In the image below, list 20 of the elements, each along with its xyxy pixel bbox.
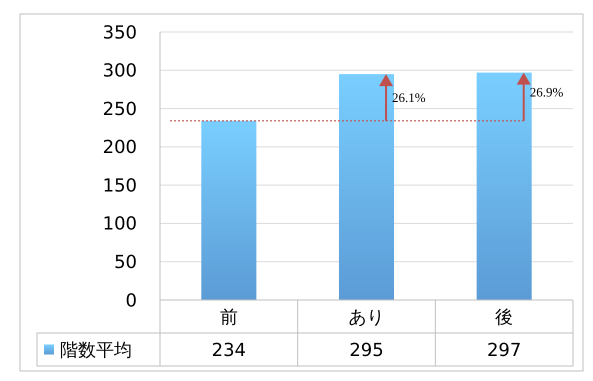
legend-label: 階数平均 (60, 340, 132, 361)
data-label: 234 (212, 340, 246, 361)
y-tick-label: 350 (102, 22, 137, 44)
data-label: 297 (486, 340, 522, 361)
y-tick-label: 250 (102, 98, 137, 120)
y-tick-label: 150 (102, 175, 137, 196)
y-tick-label: 50 (114, 252, 137, 274)
x-tick-label: 後 (495, 306, 514, 328)
bar (201, 120, 256, 300)
bar (338, 74, 394, 300)
y-tick-label: 300 (102, 60, 137, 82)
annotation: 26.1% (392, 90, 426, 106)
bar (476, 72, 532, 300)
y-tick-label: 200 (102, 137, 137, 158)
y-tick-label: 100 (102, 214, 137, 235)
annotation: 26.9% (530, 84, 564, 100)
x-tick-label: あり (348, 306, 384, 328)
data-label: 295 (349, 340, 384, 361)
y-tick-label: 0 (126, 290, 137, 312)
x-tick-label: 前 (220, 306, 238, 328)
